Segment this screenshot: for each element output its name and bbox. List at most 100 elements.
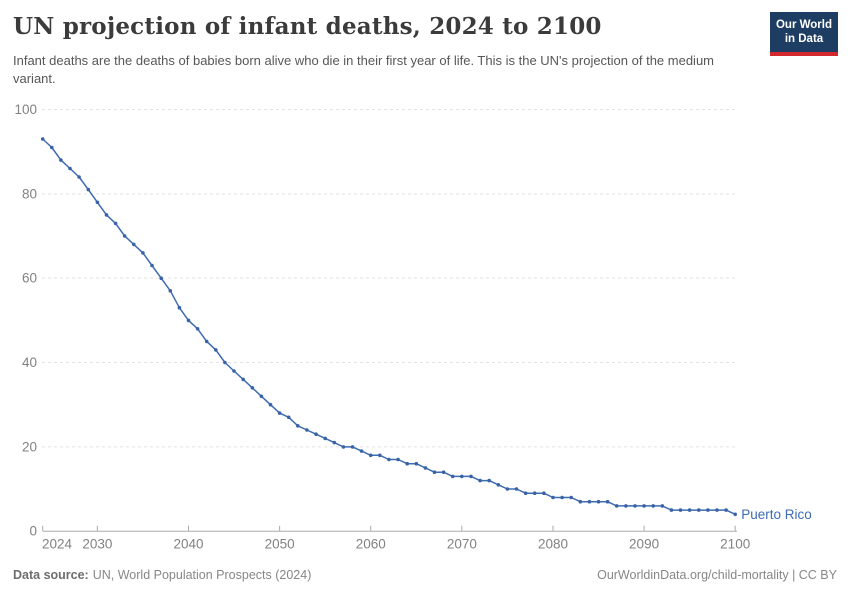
data-point-marker: [214, 348, 218, 352]
owid-logo-line1: Our World: [775, 18, 832, 31]
data-point-marker: [569, 495, 573, 500]
data-point-marker: [587, 499, 592, 504]
data-point-marker: [514, 487, 519, 491]
data-point-marker: [40, 137, 45, 141]
data-point-marker: [396, 457, 400, 462]
data-point-marker: [605, 499, 610, 504]
data-point-marker: [450, 474, 455, 479]
data-point-marker: [642, 504, 646, 508]
data-point-marker: [277, 411, 282, 415]
data-point-marker: [423, 466, 428, 470]
data-point-marker: [678, 508, 683, 512]
data-point-marker: [505, 487, 510, 491]
data-point-marker: [560, 495, 564, 500]
data-point-marker: [77, 175, 81, 179]
data-point-marker: [204, 339, 209, 344]
chart-footer: Data source: UN, World Population Prospec…: [13, 568, 837, 582]
y-axis-label: 60: [22, 271, 37, 286]
data-point-marker: [387, 457, 391, 462]
owid-logo-text: Our World in Data: [770, 12, 838, 52]
data-point-marker: [624, 504, 628, 508]
data-point-marker: [733, 512, 737, 517]
data-point-marker: [614, 504, 619, 508]
x-axis-label: 2040: [173, 537, 203, 552]
data-point-marker: [68, 166, 72, 171]
data-point-marker: [651, 504, 655, 508]
data-point-marker: [122, 234, 127, 238]
data-point-marker: [95, 200, 100, 205]
x-axis-label: 2090: [629, 537, 659, 552]
chart-subtitle: Infant deaths are the deaths of babies b…: [13, 53, 715, 87]
data-point-marker: [532, 491, 537, 496]
data-point-marker: [460, 474, 464, 479]
data-point-marker: [368, 453, 373, 458]
data-point-marker: [195, 327, 200, 331]
data-point-marker: [706, 508, 710, 512]
data-point-marker: [687, 508, 692, 512]
data-point-marker: [296, 424, 300, 428]
data-point-marker: [341, 445, 346, 449]
data-point-marker: [141, 251, 145, 255]
y-axis-label: 40: [22, 355, 37, 370]
data-point-marker: [132, 242, 136, 247]
data-point-marker: [469, 474, 473, 479]
data-point-marker: [268, 402, 273, 407]
data-point-marker: [478, 478, 482, 483]
x-axis-label: 2024: [42, 537, 73, 552]
data-point-marker: [697, 508, 701, 512]
y-axis-label: 80: [22, 186, 37, 201]
data-point-marker: [59, 158, 63, 162]
data-point-marker: [314, 432, 318, 437]
data-source: Data source: UN, World Population Prospec…: [13, 568, 311, 582]
x-axis-label: 2100: [720, 537, 750, 552]
data-point-marker: [250, 386, 255, 390]
data-point-marker: [159, 276, 163, 281]
data-point-marker: [596, 499, 601, 504]
data-point-marker: [305, 428, 309, 432]
data-point-marker: [350, 445, 355, 449]
data-point-marker: [113, 221, 118, 226]
credit-link[interactable]: OurWorldinData.org/child-mortality | CC …: [597, 568, 837, 582]
data-point-marker: [523, 491, 528, 496]
data-point-marker: [232, 369, 236, 373]
data-source-label: Data source:: [13, 568, 89, 582]
data-point-marker: [496, 483, 501, 487]
data-point-marker: [177, 305, 182, 310]
data-point-marker: [633, 504, 637, 508]
data-point-marker: [542, 491, 546, 496]
data-point-marker: [669, 508, 674, 512]
data-point-marker: [286, 415, 291, 420]
data-point-marker: [259, 394, 264, 399]
data-point-marker: [724, 508, 728, 512]
data-point-marker: [150, 263, 154, 268]
data-point-marker: [332, 440, 337, 445]
data-point-marker: [86, 187, 91, 192]
data-point-marker: [186, 318, 191, 323]
x-axis-label: 2030: [82, 537, 112, 552]
data-point-marker: [223, 360, 227, 365]
data-point-marker: [414, 461, 419, 466]
data-point-marker: [241, 377, 245, 382]
data-point-marker: [405, 461, 410, 466]
x-axis-label: 2060: [356, 537, 386, 552]
data-point-marker: [551, 495, 555, 500]
data-point-marker: [168, 289, 173, 293]
data-point-marker: [432, 470, 437, 475]
entity-label[interactable]: Puerto Rico: [741, 507, 812, 522]
owid-logo[interactable]: Our World in Data: [770, 12, 838, 56]
data-point-marker: [323, 436, 328, 441]
data-point-marker: [378, 453, 382, 458]
data-point-marker: [487, 478, 492, 483]
chart-title: UN projection of infant deaths, 2024 to …: [13, 13, 602, 40]
y-axis-label: 100: [14, 102, 37, 117]
data-point-marker: [441, 470, 446, 475]
y-axis-label: 0: [29, 524, 37, 539]
y-axis-label: 20: [22, 439, 37, 454]
owid-logo-line2: in Data: [784, 33, 824, 45]
data-point-marker: [359, 449, 364, 453]
logo-red-bar: [770, 52, 838, 56]
data-point-marker: [104, 213, 109, 217]
data-source-text: UN, World Population Prospects (2024): [92, 568, 312, 582]
